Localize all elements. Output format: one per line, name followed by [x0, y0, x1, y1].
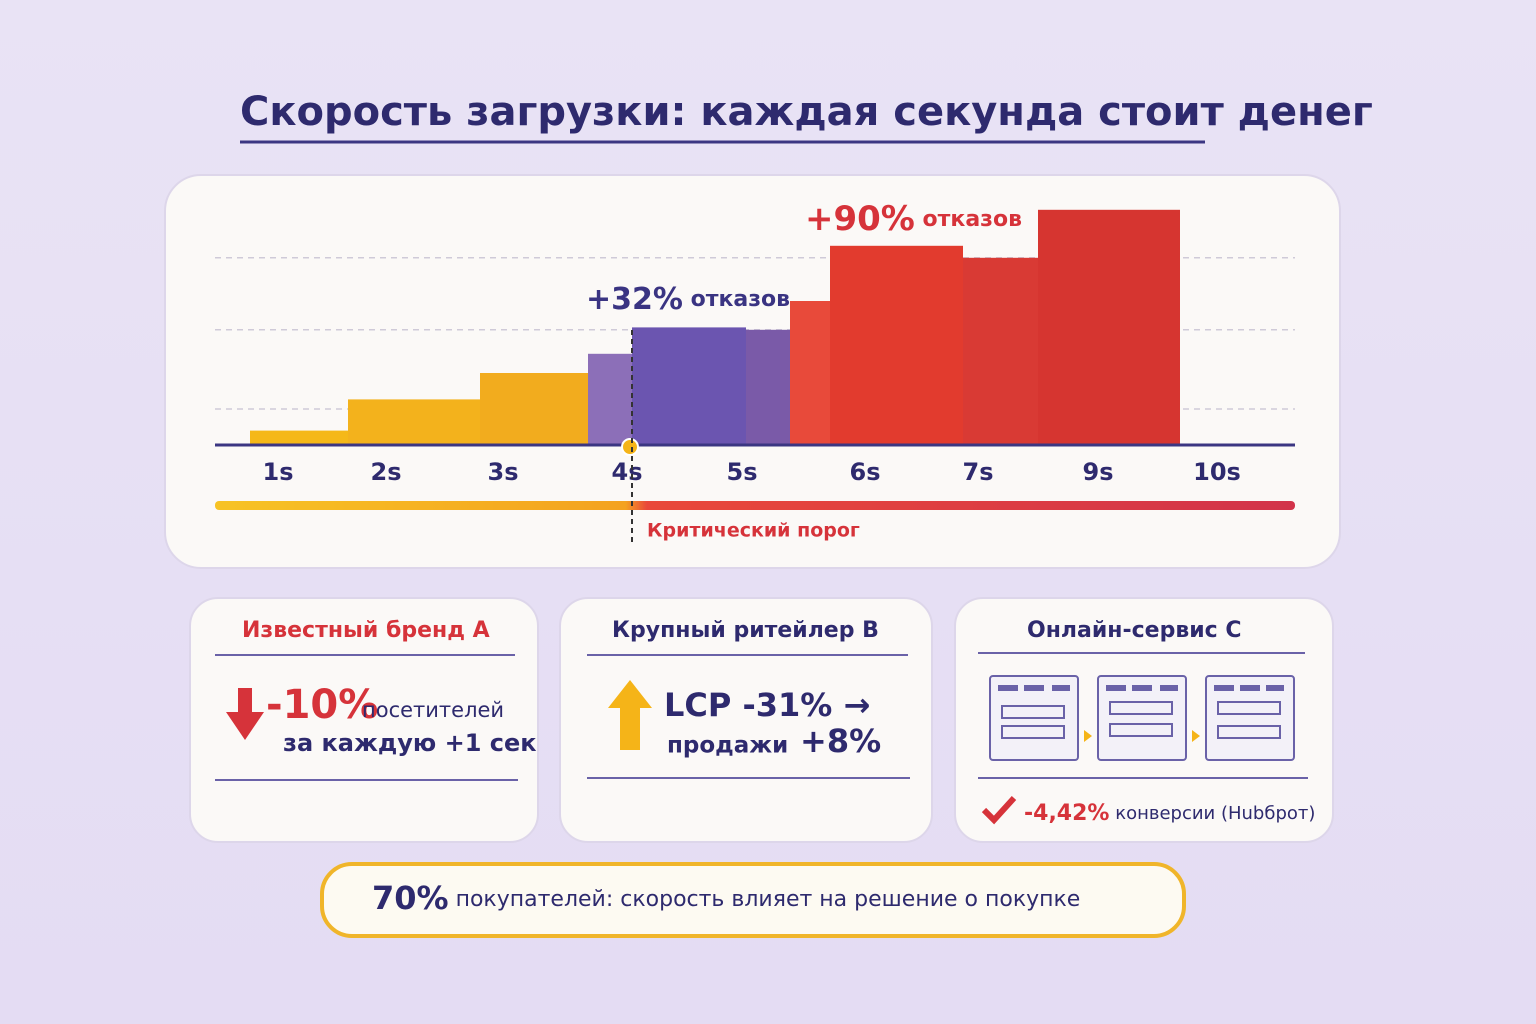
card-title: Крупный ритейлер B: [612, 618, 879, 643]
card-text: за каждую +1 сек: [283, 729, 537, 757]
bar: [250, 430, 348, 445]
x-tick-label: 3s: [488, 458, 519, 486]
bar: [348, 399, 480, 445]
x-tick-label: 1s: [263, 458, 294, 486]
threshold-dot: [621, 438, 639, 456]
down-arrow-icon: [226, 688, 264, 740]
threshold-label: Критический порог: [647, 520, 860, 542]
bar: [632, 327, 746, 445]
bar: [480, 373, 588, 445]
plot: 1s 2s 3s 4s 5s 6s 7s 9s 10s: [215, 209, 1295, 486]
annotation: +90% отказов: [805, 199, 1022, 239]
bar: [963, 257, 1038, 445]
card-big: LCP -31% →: [664, 686, 870, 724]
footer-text: 70% покупателей: скорость влияет на реше…: [372, 879, 1080, 917]
card-title: Известный бренд А: [242, 618, 490, 643]
x-tick-label: 5s: [727, 458, 758, 486]
x-tick-label: 7s: [963, 458, 994, 486]
bar: [588, 353, 632, 445]
card-big: -10%: [266, 682, 378, 728]
bar: [790, 301, 830, 445]
title: Скорость загрузки: каждая секунда стоит …: [240, 89, 1373, 135]
card-value: +8%: [800, 722, 881, 760]
check-icon: [981, 795, 1017, 825]
card-title: Онлайн-сервис C: [1027, 618, 1242, 643]
x-tick-label: 2s: [371, 458, 402, 486]
up-arrow-icon: [608, 680, 652, 750]
card-text: продажи: [667, 733, 788, 759]
card: [559, 597, 933, 843]
bar: [1038, 209, 1180, 445]
bar: [746, 329, 790, 445]
browser-icons: [989, 675, 1295, 761]
card-text: посетителей: [362, 698, 504, 722]
x-tick-label: 4s: [612, 458, 643, 486]
x-tick-label: 10s: [1193, 458, 1241, 486]
bar: [830, 245, 963, 445]
speed-scale: [215, 501, 1295, 510]
x-tick-label: 9s: [1083, 458, 1114, 486]
footer-banner: [320, 862, 1186, 938]
annotation: +32% отказов: [586, 282, 790, 317]
card-big: -4,42% конверсии (Hubброт): [1024, 801, 1315, 826]
x-tick-label: 6s: [850, 458, 881, 486]
